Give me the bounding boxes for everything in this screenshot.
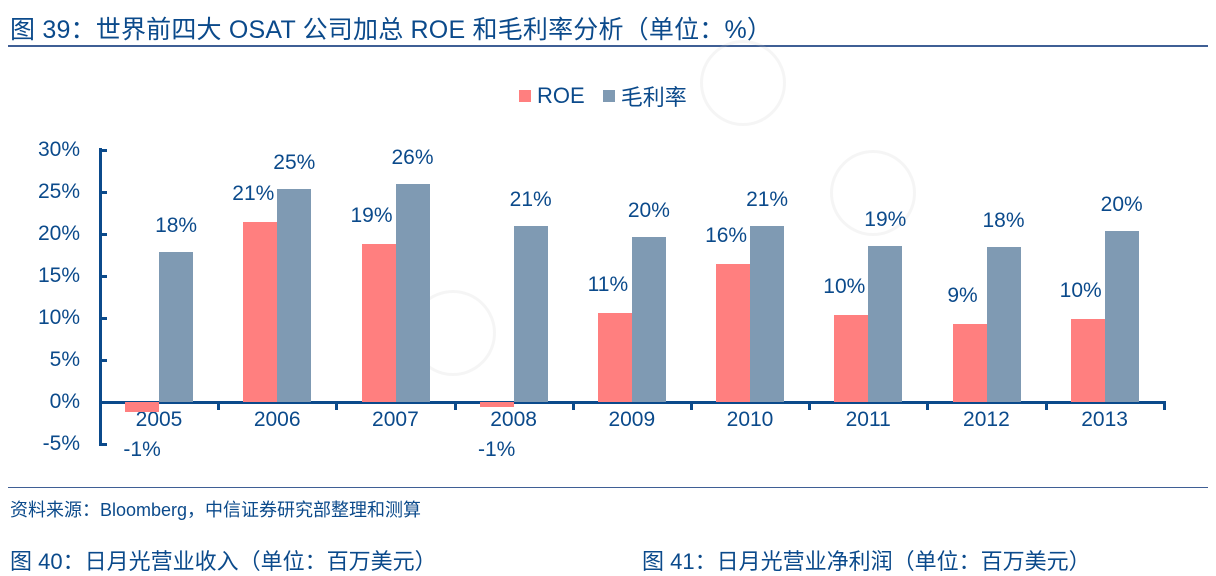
y-tick-mark — [99, 149, 107, 152]
data-label: -1% — [123, 438, 161, 461]
x-tick-label: 2007 — [372, 408, 419, 431]
figure-title: 图 39：世界前四大 OSAT 公司加总 ROE 和毛利率分析（单位：%） — [10, 16, 773, 44]
source-divider — [8, 487, 1208, 488]
bar-roe — [1070, 318, 1105, 402]
bar-roe — [597, 312, 632, 402]
data-label: 26% — [391, 145, 434, 169]
y-tick-label: 15% — [37, 264, 80, 287]
bar-gross-margin — [159, 251, 194, 402]
source-note: 资料来源：Bloomberg，中信证券研究部整理和测算 — [10, 500, 422, 520]
x-tick-mark — [926, 401, 930, 410]
bar-roe — [125, 402, 160, 413]
y-tick-mark — [99, 317, 107, 320]
chart-plot-area: -5% 0% 5% 10% 15% 20% 25% 30% 2005 -1% 18% 2006 21% 2… — [37, 138, 1166, 461]
y-tick-label: 25% — [37, 180, 80, 203]
data-label: 25% — [273, 151, 316, 175]
x-axis — [99, 401, 1165, 404]
bar-roe — [479, 402, 514, 408]
x-tick-mark — [1162, 401, 1166, 410]
watermark-logo-icon — [700, 40, 786, 126]
y-tick-mark — [99, 359, 107, 362]
x-tick-mark — [453, 401, 457, 410]
y-tick-mark — [99, 233, 107, 236]
data-label: 9% — [947, 283, 978, 307]
watermark-logo-icon — [830, 150, 916, 236]
x-tick-mark — [335, 401, 339, 410]
legend-swatch-gross-margin — [602, 90, 615, 102]
y-tick-mark — [99, 275, 107, 278]
data-label: 20% — [627, 199, 670, 223]
y-axis — [99, 148, 102, 443]
data-label: 21% — [509, 188, 552, 212]
x-tick-label: 2013 — [1081, 408, 1128, 431]
x-tick-label: 2005 — [135, 408, 183, 431]
x-tick-label: 2010 — [726, 408, 774, 431]
y-tick-label: 20% — [37, 222, 80, 245]
legend-item-roe: ROE — [519, 83, 585, 109]
bar-roe — [834, 314, 869, 402]
y-tick-label: 30% — [37, 138, 80, 161]
y-tick-label: 0% — [49, 390, 80, 413]
x-tick-label: 2011 — [845, 408, 891, 431]
data-label: 16% — [705, 224, 748, 248]
x-tick-mark — [808, 401, 812, 410]
data-label: 21% — [746, 187, 789, 211]
y-tick-mark — [99, 401, 107, 404]
bar-gross-margin — [277, 189, 312, 402]
data-label: 21% — [232, 182, 275, 206]
x-tick-label: 2009 — [608, 408, 656, 431]
x-tick-label: 2012 — [963, 408, 1010, 431]
legend-label: ROE — [537, 83, 585, 108]
data-label: 19% — [350, 204, 393, 228]
data-label: 18% — [155, 213, 198, 237]
data-label: 18% — [982, 209, 1025, 233]
bar-roe — [952, 323, 987, 402]
next-figure-title: 图 40：日月光营业收入（单位：百万美元） — [10, 549, 437, 574]
legend-swatch-roe — [519, 90, 531, 102]
y-tick-label: -5% — [42, 432, 80, 455]
y-tick-mark — [99, 191, 107, 194]
x-tick-mark — [217, 401, 221, 410]
data-label: 10% — [1059, 278, 1102, 302]
bar-gross-margin — [1104, 231, 1139, 402]
legend-label: 毛利率 — [620, 85, 687, 110]
bar-gross-margin — [986, 247, 1021, 402]
x-tick-mark — [690, 401, 693, 410]
y-tick-label: 10% — [37, 306, 80, 329]
data-label: 20% — [1100, 193, 1143, 217]
bar-roe — [716, 264, 751, 402]
bar-roe — [243, 222, 278, 402]
title-divider — [8, 45, 1208, 47]
bar-gross-margin — [868, 245, 903, 402]
y-tick-label: 5% — [49, 348, 80, 371]
data-label: 10% — [823, 274, 866, 298]
next-figure-title: 图 41：日月光营业净利润（单位：百万美元） — [642, 549, 1091, 574]
x-tick-mark — [1044, 401, 1048, 410]
x-tick-label: 2006 — [253, 408, 301, 431]
y-tick-mark — [99, 443, 107, 446]
bar-gross-margin — [395, 183, 430, 402]
bar-roe — [361, 244, 396, 402]
data-label: -1% — [478, 438, 516, 461]
legend-item-gross-margin: 毛利率 — [602, 80, 687, 112]
bar-gross-margin — [513, 226, 548, 402]
bar-gross-margin — [631, 237, 666, 402]
chart-legend: ROE 毛利率 — [519, 80, 705, 112]
x-tick-mark — [571, 401, 575, 410]
bar-gross-margin — [750, 225, 785, 402]
data-label: 19% — [864, 207, 907, 231]
data-label: 11% — [587, 272, 629, 296]
x-tick-label: 2008 — [490, 408, 537, 431]
